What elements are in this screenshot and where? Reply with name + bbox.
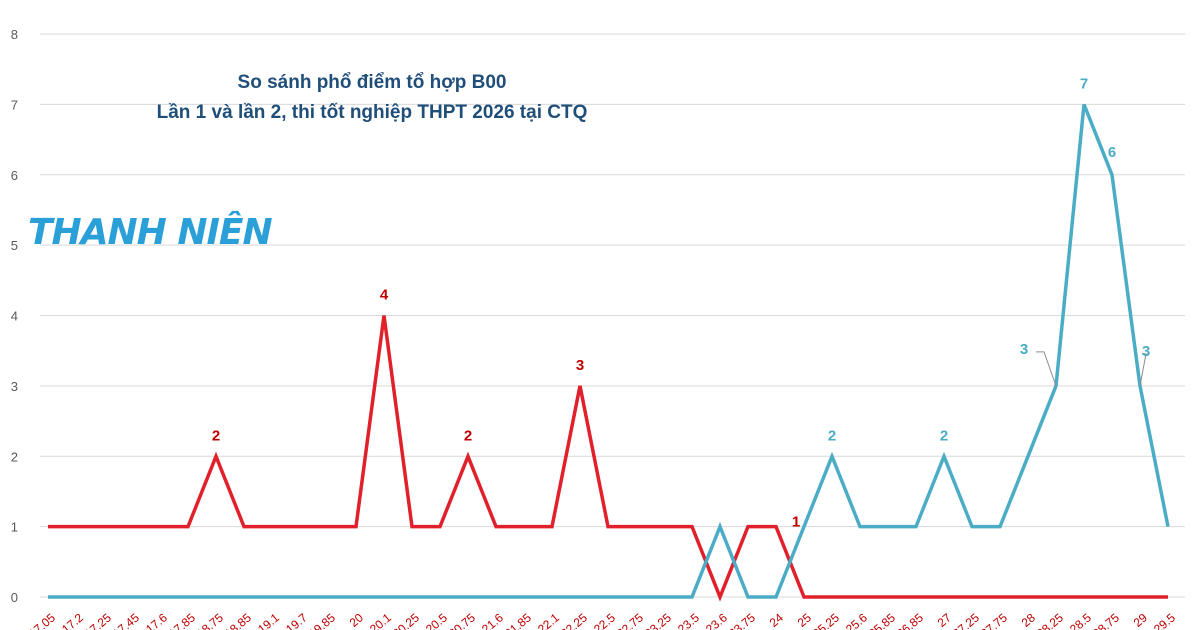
label-leader-line: [1036, 351, 1057, 387]
x-tick-label: 26.85: [894, 610, 926, 630]
label-leader-lines: [1036, 351, 1147, 387]
x-tick-label: 29: [1131, 610, 1150, 630]
x-tick-label: 20: [347, 610, 366, 630]
x-tick-label: 27.25: [950, 610, 982, 630]
x-tick-label: 18.85: [222, 610, 254, 630]
thanh-nien-logo: THANH NIÊN: [28, 211, 272, 253]
data-label: 6: [1108, 144, 1116, 161]
data-label: 1: [792, 514, 800, 531]
x-tick-label: 28: [1019, 610, 1038, 630]
x-tick-label: 23.6: [703, 610, 730, 630]
y-tick-label: 6: [11, 168, 18, 183]
x-tick-label: 27.75: [978, 610, 1010, 630]
x-tick-label: 20.1: [367, 610, 394, 630]
x-tick-label: 17.25: [82, 610, 114, 630]
x-tick-label: 23.75: [726, 610, 758, 630]
series-line-1: [48, 315, 1168, 602]
data-labels: 2 4 2 3 1 2 2 3 7 6 3: [212, 75, 1150, 530]
data-label: 7: [1080, 75, 1088, 92]
x-tick-label: 17.85: [166, 610, 198, 630]
x-tick-label: 28.25: [1034, 610, 1066, 630]
x-tick-label: 23.25: [642, 610, 674, 630]
x-tick-label: 25.6: [843, 610, 870, 630]
x-tick-label: 17.6: [143, 610, 170, 630]
x-tick-label: 25.25: [810, 610, 842, 630]
data-label: 2: [828, 427, 836, 444]
x-tick-label: 22.1: [535, 610, 562, 630]
y-tick-label: 5: [11, 238, 18, 253]
x-tick-label: 21.85: [502, 610, 534, 630]
data-label: 4: [380, 287, 389, 304]
y-tick-label: 0: [11, 590, 18, 605]
x-tick-label: 19.7: [283, 610, 310, 630]
x-tick-label: 17.05: [26, 610, 58, 630]
y-tick-label: 2: [11, 449, 18, 464]
series-lines: [48, 103, 1170, 602]
x-tick-label: 22.75: [614, 610, 646, 630]
data-label: 3: [1142, 343, 1150, 360]
data-label: 2: [212, 427, 220, 444]
x-tick-label: 28.75: [1090, 610, 1122, 630]
y-axis-ticks: 0 1 2 3 4 5 6 7 8: [11, 27, 18, 605]
x-tick-label: 24: [767, 610, 786, 630]
x-tick-label: 25.85: [866, 610, 898, 630]
x-tick-label: 22.5: [591, 610, 618, 630]
x-tick-label: 28.5: [1067, 610, 1094, 630]
x-tick-label: 22.25: [558, 610, 590, 630]
x-tick-label: 20.25: [390, 610, 422, 630]
x-tick-label: 19.1: [255, 610, 282, 630]
data-label: 3: [576, 357, 584, 374]
x-tick-label: 21.6: [479, 610, 506, 630]
x-tick-label: 23.5: [675, 610, 702, 630]
y-tick-label: 1: [11, 520, 18, 535]
x-tick-label: 19.85: [306, 610, 338, 630]
chart-title-line-1: So sánh phổ điểm tổ hợp B00: [238, 72, 507, 93]
x-tick-label: 20.5: [423, 610, 450, 630]
y-tick-label: 7: [11, 97, 18, 112]
data-label: 3: [1020, 341, 1028, 358]
chart-title-line-2: Lần 1 và lần 2, thi tốt nghiệp THPT 2026…: [157, 102, 588, 123]
x-tick-label: 27: [935, 610, 954, 630]
gridlines: [40, 33, 1185, 598]
x-tick-label: 17.45: [110, 610, 142, 630]
label-leader-line: [1139, 353, 1147, 386]
x-tick-label: 25: [795, 610, 814, 630]
data-label: 2: [464, 427, 472, 444]
y-tick-label: 8: [11, 27, 18, 42]
series-line-2: [48, 103, 1170, 599]
x-tick-label: 29.5: [1151, 610, 1178, 630]
x-tick-label: 18.75: [194, 610, 226, 630]
x-tick-label: 17.2: [59, 610, 86, 630]
x-tick-label: 20.75: [446, 610, 478, 630]
y-tick-label: 4: [11, 309, 18, 324]
y-tick-label: 3: [11, 379, 18, 394]
data-label: 2: [940, 427, 948, 444]
